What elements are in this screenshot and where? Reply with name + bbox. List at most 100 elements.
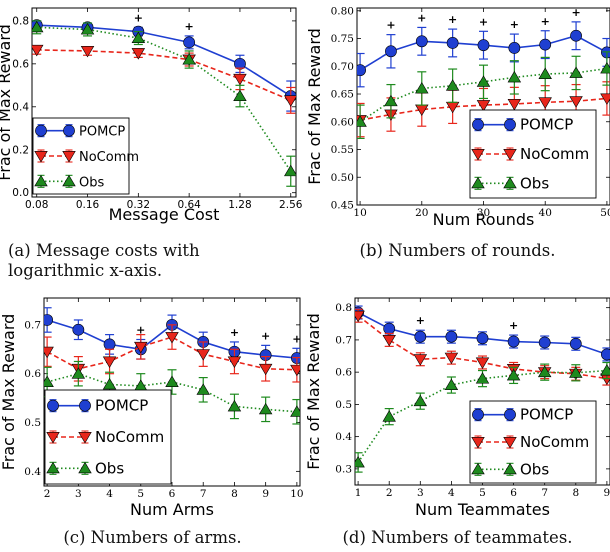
series-pomcp (357, 21, 610, 88)
legend-marker-obs (503, 462, 517, 475)
data-point-pomcp (569, 337, 582, 350)
legend-marker-obs (471, 176, 485, 189)
data-point-pomcp (476, 332, 489, 345)
data-point-obs (445, 79, 460, 91)
data-point-pomcp (103, 338, 116, 351)
data-point-obs (227, 399, 242, 412)
data-point-nocomm (476, 100, 491, 112)
y-tick-label: 0.6 (24, 368, 41, 380)
y-tick-label: 0.6 (12, 58, 29, 70)
y-tick-label: 0.5 (24, 417, 41, 429)
caption-a: (a) Message costs with logarithmic x-axi… (8, 241, 200, 280)
plot-area (355, 305, 610, 473)
x-tick-label: 9 (604, 487, 610, 499)
legend-label-pomcp: POMCP (79, 125, 125, 140)
data-point-obs (538, 67, 552, 79)
significance-mark: + (509, 319, 518, 332)
legend-label-pomcp: POMCP (520, 116, 573, 134)
data-point-obs (382, 410, 396, 422)
data-point-pomcp (415, 35, 428, 48)
y-tick-label: 0.4 (24, 466, 41, 478)
chart-panel-a: 0.0 0.2 0.4 0.6 0.8 0.08 0.16 0.32 0.64 1.28 2.56 M… (0, 7, 303, 224)
chart-panel-c: 0.4 0.5 0.6 0.7 2 3 4 5 6 7 8 9 10 Num Arms Frac of Ma… (0, 297, 304, 519)
legend: POMCP NoComm Obs (32, 117, 139, 195)
data-point-pomcp (44, 314, 54, 326)
data-point-nocomm (32, 44, 44, 57)
x-tick-label: 2.56 (279, 199, 303, 211)
series-line-nocomm (36, 49, 292, 102)
x-tick-label: 40 (539, 207, 552, 219)
legend-marker-obs (46, 461, 60, 474)
x-tick-label: 6 (169, 488, 176, 500)
data-point-pomcp (414, 330, 427, 343)
data-point-obs (131, 31, 146, 44)
y-tick-label: 0.0 (12, 187, 29, 199)
data-point-nocomm (382, 334, 396, 347)
x-tick-label: 2 (44, 488, 51, 500)
legend-marker-pomcp (472, 118, 484, 131)
y-axis-label: Frac of Max Reward (304, 313, 323, 470)
legend-marker-obs (62, 174, 76, 187)
x-tick-label: 5 (479, 487, 486, 499)
data-point-nocomm (538, 97, 552, 109)
data-point-obs (290, 405, 300, 417)
significance-mark: + (417, 11, 426, 24)
data-point-nocomm (44, 346, 54, 359)
significance-mark: + (448, 13, 457, 26)
legend-marker-pomcp (472, 408, 484, 421)
x-tick-label: 50 (600, 207, 610, 219)
legend-marker-nocomm (503, 437, 517, 449)
y-axis-label: Frac of Max Reward (0, 24, 14, 181)
caption-d: (d) Numbers of teammates. (342, 528, 573, 547)
data-point-nocomm (290, 364, 300, 377)
x-tick-label: 9 (262, 488, 269, 500)
legend-marker-pomcp (504, 118, 516, 131)
legend-label-obs: Obs (520, 174, 549, 192)
x-tick-label: 2 (386, 487, 393, 499)
x-tick-label: 10 (353, 207, 366, 219)
legend-label-obs: Obs (79, 175, 104, 190)
data-point-nocomm (165, 332, 179, 344)
legend-marker-nocomm (471, 149, 485, 161)
series-obs (355, 361, 610, 473)
series-obs (44, 360, 300, 425)
data-point-pomcp (508, 42, 521, 54)
significance-mark: + (541, 15, 550, 28)
data-point-nocomm (134, 341, 148, 354)
legend-label-nocomm: NoComm (95, 428, 164, 446)
y-tick-label: 0.65 (331, 89, 354, 101)
significance-mark: + (134, 11, 143, 24)
data-point-nocomm (600, 373, 610, 386)
x-tick-label: 5 (137, 488, 144, 500)
chart-panel-d: 0.3 0.4 0.5 0.6 0.7 0.8 1 2 3 4 5 6 7 8 9 Num Teammates… (304, 297, 610, 519)
y-tick-label: 0.3 (335, 463, 352, 475)
legend-marker-obs (78, 461, 92, 474)
significance-mark: + (292, 332, 301, 345)
data-point-nocomm (507, 99, 522, 111)
data-point-obs (569, 66, 583, 78)
legend-marker-obs (471, 462, 485, 475)
legend-label-pomcp: POMCP (520, 406, 573, 424)
data-point-obs (475, 372, 490, 384)
y-axis-label: Frac of Max Reward (0, 314, 18, 471)
data-point-nocomm (355, 310, 365, 323)
data-point-obs (233, 89, 247, 102)
legend: POMCP NoComm Obs (469, 400, 597, 484)
y-tick-label: 0.80 (331, 5, 354, 17)
legend-label-obs: Obs (95, 459, 124, 477)
series-pomcp (44, 307, 300, 369)
series-obs (357, 51, 610, 140)
legend: POMCP NoComm Obs (44, 389, 172, 485)
data-point-nocomm (258, 363, 273, 376)
series-obs (32, 20, 296, 187)
data-point-pomcp (446, 37, 459, 49)
significance-mark: + (386, 19, 395, 32)
data-point-obs (196, 383, 210, 395)
chart-panel-b: 0.45 0.50 0.55 0.60 0.65 0.70 0.75 0.80 10 20 30 40… (305, 5, 610, 229)
data-point-obs (165, 375, 179, 387)
x-tick-label: 1 (355, 487, 362, 499)
caption-b: (b) Numbers of rounds. (359, 241, 556, 260)
data-point-nocomm (444, 352, 459, 365)
data-point-obs (32, 20, 44, 33)
legend-marker-nocomm (46, 432, 60, 444)
